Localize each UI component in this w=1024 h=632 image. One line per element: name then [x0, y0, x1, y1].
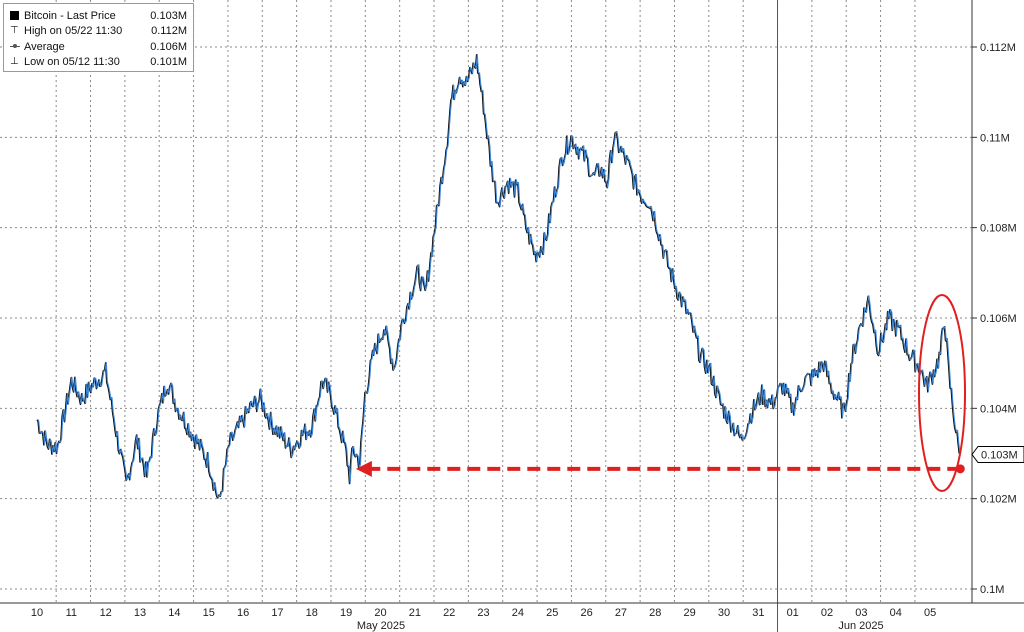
- x-tick-label: 03: [855, 607, 867, 619]
- y-tick-label: 0.108M: [980, 223, 1017, 235]
- x-tick-label: 29: [684, 607, 696, 619]
- high-marker-icon: ⊤: [10, 25, 19, 37]
- legend-value: 0.112M: [151, 25, 187, 38]
- y-tick-label: 0.102M: [980, 494, 1017, 506]
- arrow-start-dot: [955, 464, 965, 474]
- legend: Bitcoin - Last Price 0.103M ⊤ High on 05…: [3, 3, 194, 72]
- x-tick-label: 17: [271, 607, 283, 619]
- legend-value: 0.106M: [150, 40, 187, 53]
- x-tick-label: 31: [752, 607, 764, 619]
- month-label: May 2025: [357, 620, 405, 632]
- x-tick-label: 21: [409, 607, 421, 619]
- last-price-label: 0.103M: [981, 450, 1018, 462]
- x-tick-label: 02: [821, 607, 833, 619]
- y-tick-label: 0.11M: [980, 132, 1010, 144]
- x-tick-label: 20: [374, 607, 386, 619]
- annotation-layer: [355, 294, 966, 492]
- x-tick-label: 27: [615, 607, 627, 619]
- average-marker-icon: [10, 44, 24, 49]
- x-tick-label: 10: [31, 607, 43, 619]
- price-line-shadow: [36, 54, 961, 499]
- x-tick-label: 15: [203, 607, 215, 619]
- legend-label: High on 05/22 11:30: [24, 25, 123, 38]
- legend-value: 0.103M: [150, 9, 187, 22]
- x-tick-label: 04: [890, 607, 902, 619]
- x-tick-label: 26: [580, 607, 592, 619]
- legend-item-average: Average 0.106M: [10, 39, 187, 55]
- y-tick-label: 0.1M: [980, 584, 1004, 596]
- x-tick-label: 12: [100, 607, 112, 619]
- x-tick-label: 14: [168, 607, 180, 619]
- x-tick-label: 19: [340, 607, 352, 619]
- x-tick-label: 22: [443, 607, 455, 619]
- y-tick-label: 0.106M: [980, 313, 1017, 325]
- legend-item-low: ⊥ Low on 05/12 11:30 0.101M: [10, 55, 187, 71]
- x-tick-label: 13: [134, 607, 146, 619]
- month-label: Jun 2025: [838, 620, 883, 632]
- y-tick-label: 0.112M: [980, 42, 1016, 54]
- price-series: [36, 53, 961, 499]
- legend-label: Bitcoin - Last Price: [24, 9, 116, 22]
- x-tick-label: 23: [477, 607, 489, 619]
- x-tick-label: 16: [237, 607, 249, 619]
- x-tick-label: 18: [306, 607, 318, 619]
- price-line: [37, 53, 961, 499]
- legend-item-high: ⊤ High on 05/22 11:30 0.112M: [10, 24, 187, 40]
- legend-item-last-price: Bitcoin - Last Price 0.103M: [10, 8, 187, 24]
- low-marker-icon: ⊥: [10, 56, 19, 68]
- grid: [0, 0, 972, 603]
- x-tick-label: 24: [512, 607, 524, 619]
- legend-value: 0.101M: [150, 56, 187, 69]
- legend-label: Average: [24, 40, 65, 53]
- x-tick-label: 28: [649, 607, 661, 619]
- highlight-ellipse: [918, 294, 966, 492]
- square-icon: [10, 11, 24, 21]
- x-tick-label: 11: [66, 607, 77, 619]
- arrow-head: [355, 460, 372, 477]
- y-tick-label: 0.104M: [980, 403, 1017, 415]
- x-tick-label: 30: [718, 607, 730, 619]
- legend-label: Low on 05/12 11:30: [24, 56, 120, 69]
- x-tick-label: 05: [924, 607, 936, 619]
- x-tick-label: 25: [546, 607, 558, 619]
- last-price-tag: [971, 446, 1024, 463]
- x-tick-label: 01: [787, 607, 799, 619]
